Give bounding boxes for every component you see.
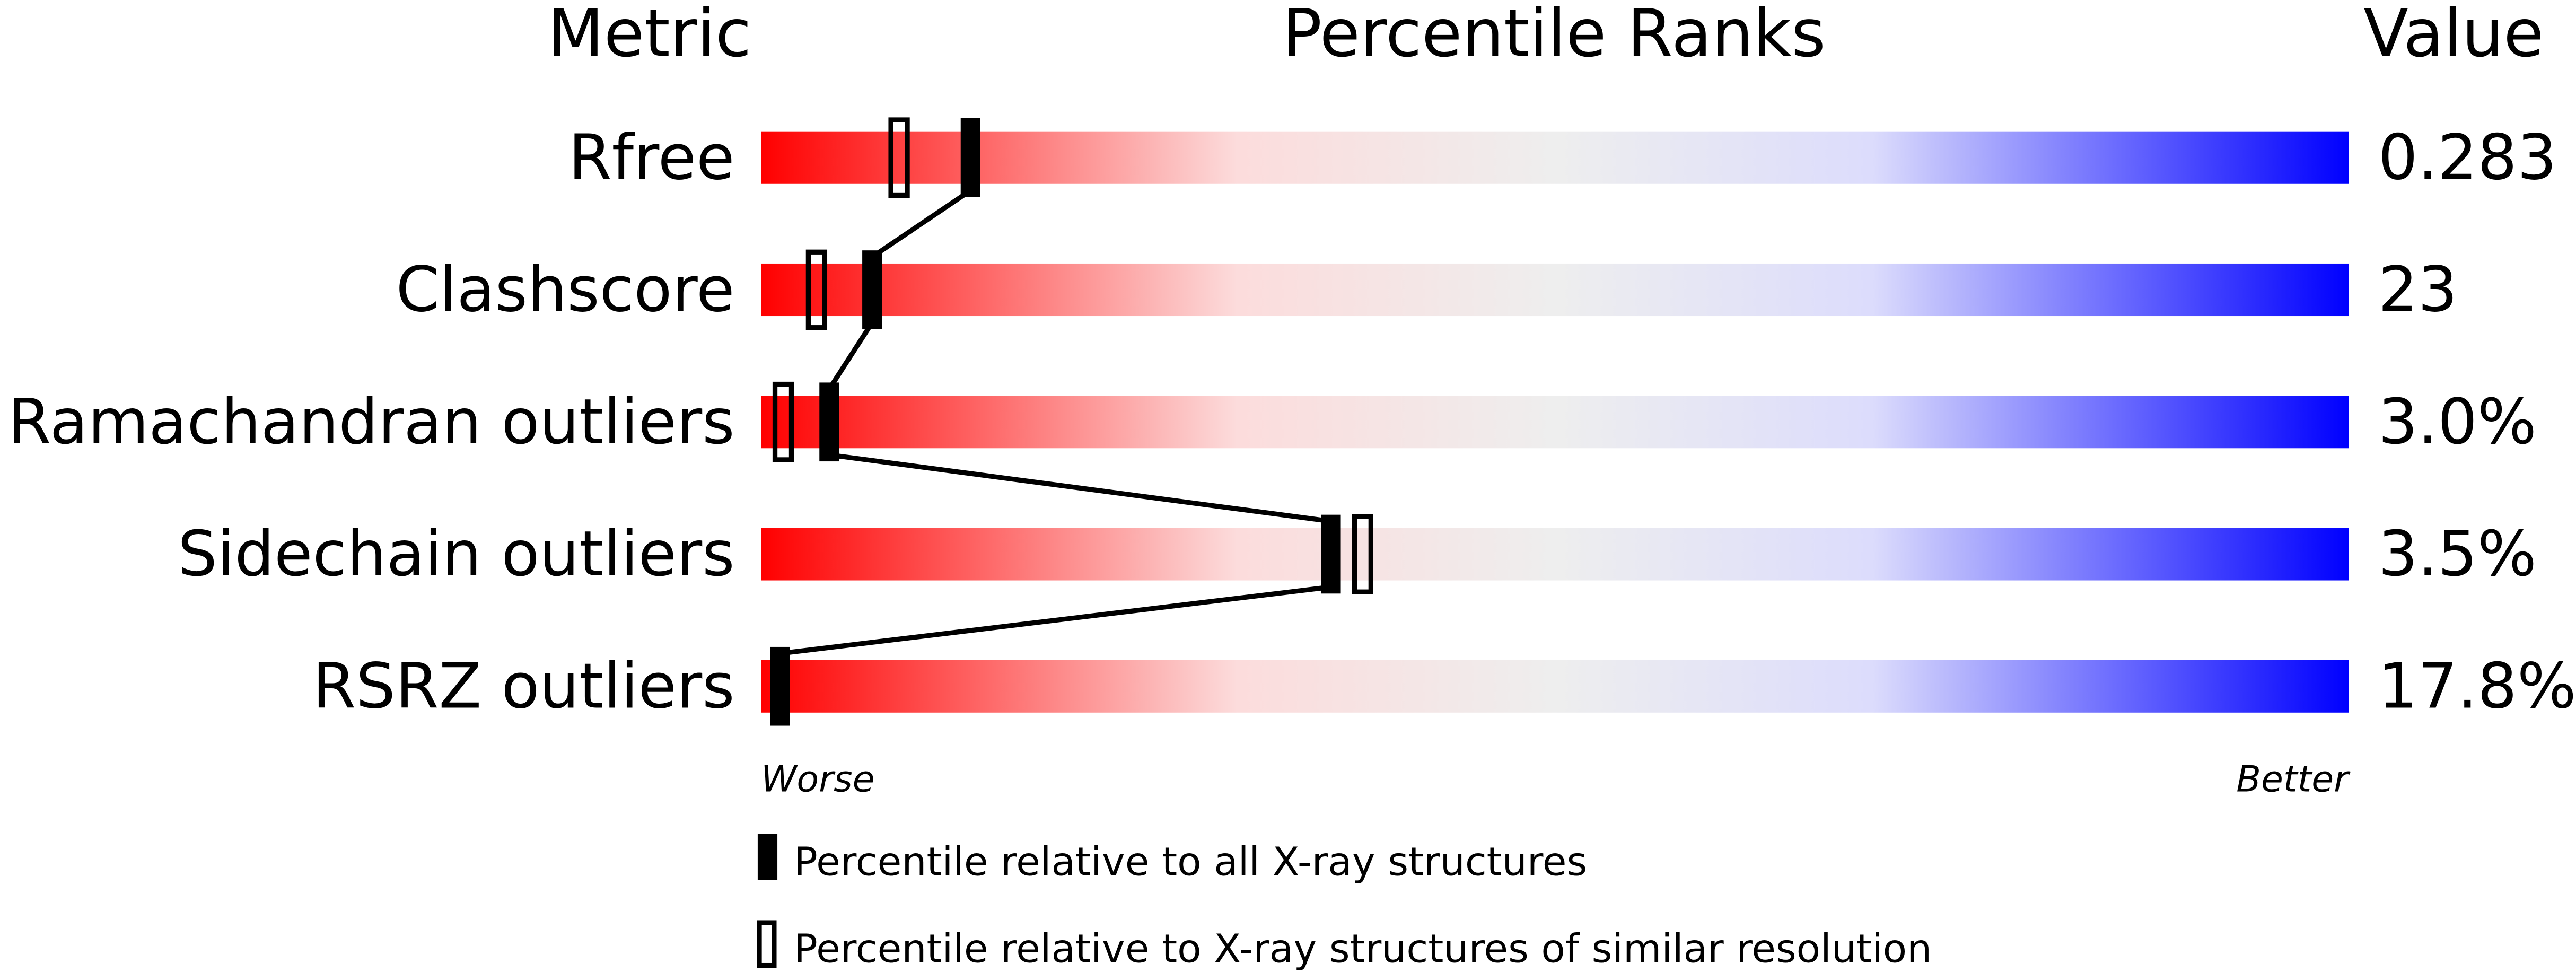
metric-value: 3.5% xyxy=(2378,518,2537,590)
metric-value: 23 xyxy=(2378,253,2458,326)
legend-filled-marker-icon xyxy=(757,834,778,880)
metric-value: 3.0% xyxy=(2378,386,2537,458)
header-percentile-ranks: Percentile Ranks xyxy=(1282,0,1825,72)
legend-label-all: Percentile relative to all X-ray structu… xyxy=(794,838,1587,885)
metric-label: Clashscore xyxy=(396,253,735,326)
percentile-bar xyxy=(761,660,2349,713)
metric-value: 0.283 xyxy=(2378,121,2557,194)
axis-label-better: Better xyxy=(2236,758,2351,800)
similar-resolution-percentile-marker xyxy=(805,249,828,330)
percentile-bar xyxy=(761,263,2349,317)
all-structures-percentile-marker xyxy=(862,250,882,329)
connector-line xyxy=(829,452,1331,524)
all-structures-percentile-marker xyxy=(819,382,839,462)
metric-label: Sidechain outliers xyxy=(178,518,734,590)
header-value: Value xyxy=(2363,0,2544,72)
metric-value: 17.8% xyxy=(2378,650,2576,722)
similar-resolution-percentile-marker xyxy=(1352,514,1373,594)
metric-label: RSRZ outliers xyxy=(312,650,734,722)
all-structures-percentile-marker xyxy=(1321,514,1341,594)
metric-label: Rfree xyxy=(568,121,735,194)
axis-label-worse: Worse xyxy=(761,758,874,800)
percentile-bar xyxy=(761,528,2349,581)
all-structures-percentile-marker xyxy=(960,118,980,197)
connector-line xyxy=(779,584,1331,656)
percentile-bar xyxy=(761,396,2349,449)
metric-label: Ramachandran outliers xyxy=(8,386,735,458)
similar-resolution-percentile-marker xyxy=(888,117,910,198)
header-metric: Metric xyxy=(547,0,751,72)
legend-open-marker-icon xyxy=(757,920,777,968)
percentile-bar xyxy=(761,131,2349,184)
legend-label-similar: Percentile relative to X-ray structures … xyxy=(794,925,1932,971)
all-structures-percentile-marker xyxy=(770,646,790,726)
connector-line xyxy=(827,321,874,391)
similar-resolution-percentile-marker xyxy=(772,381,794,462)
connector-line xyxy=(871,188,972,259)
